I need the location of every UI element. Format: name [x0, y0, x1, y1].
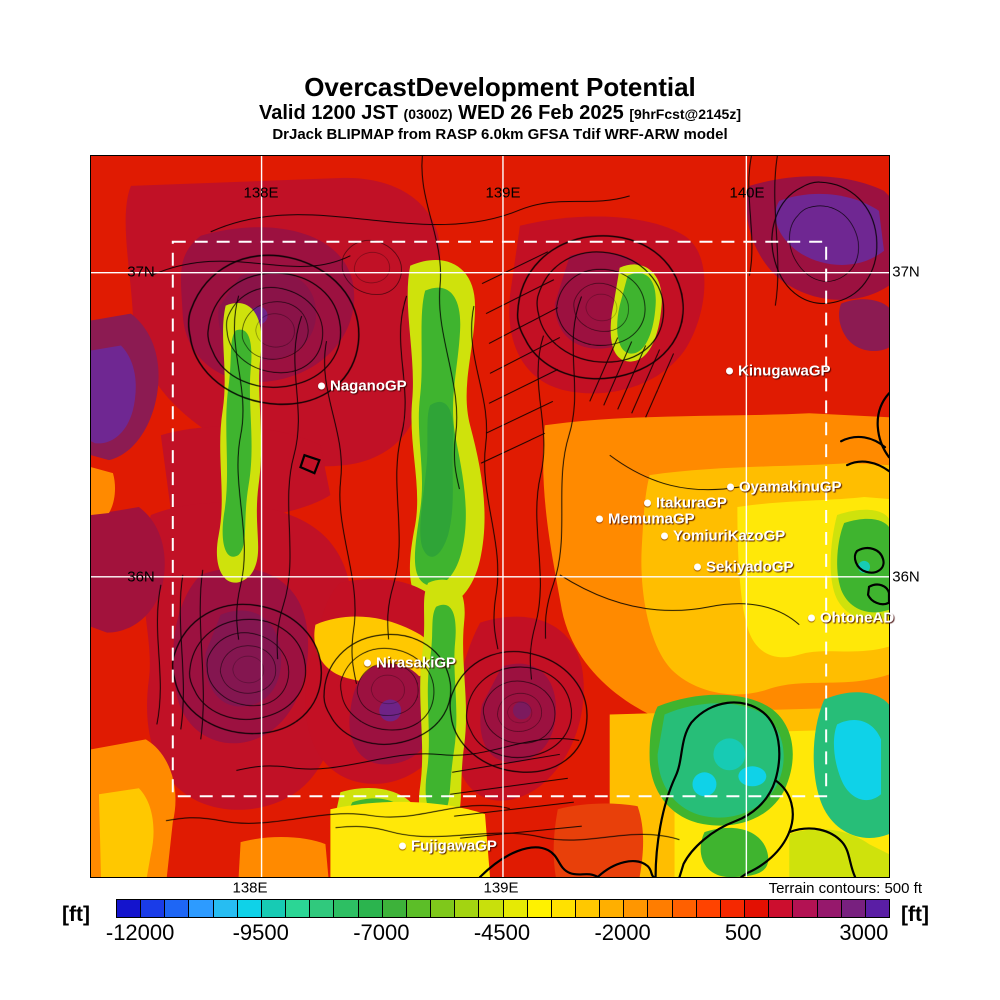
- colorbar-segment: [431, 900, 456, 917]
- colorbar-unit-left: [ft]: [62, 903, 90, 926]
- colorbar-segment: [117, 900, 142, 917]
- colorbar-tick-label: -4500: [473, 920, 531, 945]
- valid-prefix: Valid 1200 JST: [258, 102, 398, 124]
- colorbar-segment: [261, 900, 287, 917]
- colorbar-segment: [696, 900, 721, 917]
- colorbar-segment: [189, 900, 214, 917]
- colorbar-tick-label: 500: [724, 920, 762, 945]
- parallel-label-right: 37N: [892, 263, 920, 281]
- valid-zulu: (0300Z): [403, 106, 453, 122]
- colorbar-segment: [382, 900, 407, 917]
- colorbar-segment: [286, 900, 311, 917]
- colorbar-tick-label: -12000: [105, 920, 175, 945]
- valid-date: WED 26 Feb 2025: [458, 102, 624, 124]
- colorbar-unit-right: [ft]: [901, 903, 929, 926]
- parallel-label-right: 36N: [892, 568, 920, 586]
- colorbar-segment: [600, 900, 625, 917]
- latlon-grid: [91, 156, 889, 877]
- colorbar-segment: [575, 900, 601, 917]
- colorbar-segment: [310, 900, 335, 917]
- colorbar-segment: [213, 900, 238, 917]
- colorbar-segment: [358, 900, 383, 917]
- terrain-contours-note: Terrain contours: 500 ft: [768, 880, 922, 897]
- colorbar-tick-label: -9500: [232, 920, 289, 945]
- colorbar-segment: [479, 900, 504, 917]
- inner-domain-box: [171, 240, 828, 798]
- colorbar-tick-label: -2000: [594, 920, 651, 945]
- colorbar-segment: [551, 900, 576, 917]
- colorbar-segment: [334, 900, 359, 917]
- page-title: OvercastDevelopment Potential: [304, 72, 696, 102]
- colorbar-segments: [116, 899, 890, 918]
- colorbar-segment: [769, 900, 794, 917]
- colorbar-segment: [745, 900, 770, 917]
- meridian-label-bottom: 139E: [483, 879, 519, 897]
- model-line: DrJack BLIPMAP from RASP 6.0km GFSA Tdif…: [272, 126, 728, 143]
- colorbar-segment: [648, 900, 673, 917]
- colorbar-segment: [841, 900, 866, 917]
- coastline: [299, 392, 889, 877]
- colorbar-segment: [817, 900, 842, 917]
- colorbar-segment: [141, 900, 166, 917]
- colorbar-segment: [793, 900, 818, 917]
- colorbar-segment: [865, 900, 889, 917]
- colorbar-segment: [624, 900, 649, 917]
- valid-fcst: [9hrFcst@2145z]: [629, 106, 742, 122]
- colorbar-tick-label: -7000: [353, 920, 410, 945]
- colorbar-segment: [503, 900, 528, 917]
- valid-line: Valid 1200 JST (0300Z) WED 26 Feb 2025 […: [0, 102, 1000, 125]
- map-canvas: [91, 156, 889, 877]
- colorbar-segment: [672, 900, 697, 917]
- meridian-label-bottom: 138E: [232, 879, 268, 897]
- forecast-map: [90, 155, 890, 878]
- colorbar-segment: [720, 900, 746, 917]
- colorbar-segment: [165, 900, 190, 917]
- colorbar-segment: [406, 900, 432, 917]
- colorbar-tick-label: 3000: [839, 920, 889, 945]
- colorbar-segment: [527, 900, 552, 917]
- colorbar-segment: [455, 900, 480, 917]
- field-fills: [91, 156, 889, 877]
- colorbar-segment: [237, 900, 262, 917]
- terrain-contour-lines: [150, 156, 888, 846]
